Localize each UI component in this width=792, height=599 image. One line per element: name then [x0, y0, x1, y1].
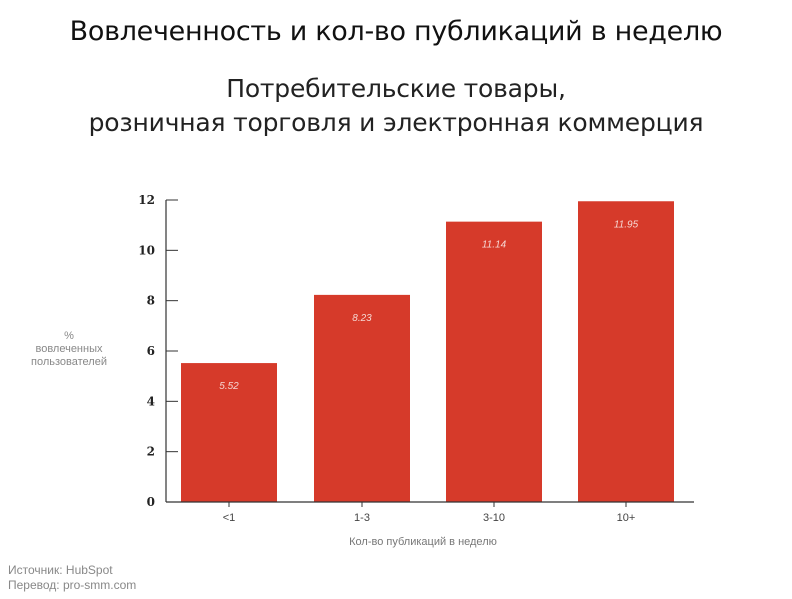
y-tick-label-3: 6 — [147, 344, 155, 358]
chart-title: Вовлеченность и кол-во публикаций в неде… — [69, 16, 723, 47]
x-axis-label: Кол-во публикаций в неделю — [349, 536, 497, 548]
y-tick-label-5: 10 — [138, 243, 155, 257]
y-tick-label-4: 8 — [147, 294, 155, 308]
bar-value-label-3: 11.14 — [482, 240, 507, 251]
source-note: Источник: HubSpot Перевод: pro-smm.com — [8, 563, 136, 593]
bars-layer: 5.52 8.23 11.14 11.95 — [181, 201, 674, 503]
bar-1 — [181, 363, 277, 502]
y-axis-label: % вовлеченных пользователей — [14, 330, 124, 369]
y-axis-label-line-1: % — [64, 330, 74, 342]
y-tick-label-1: 2 — [147, 445, 155, 459]
bar-value-label-2: 8.23 — [352, 313, 372, 324]
y-axis-label-line-3: пользователей — [31, 356, 107, 368]
subtitle-line-2: розничная торговля и электронная коммерц… — [88, 108, 704, 137]
bar-2 — [314, 294, 410, 502]
y-tick-label-0: 0 — [147, 495, 155, 509]
x-category-label-4: 10+ — [617, 512, 636, 524]
translation-line: Перевод: pro-smm.com — [8, 578, 137, 592]
y-axis-label-line-2: вовлеченных — [35, 343, 103, 355]
bar-4 — [578, 201, 674, 502]
chart-subtitle: Потребительские товары, розничная торгов… — [0, 72, 792, 140]
bar-value-label-4: 11.95 — [614, 219, 639, 230]
x-category-label-1: <1 — [223, 512, 236, 524]
y-tick-label-6: 12 — [138, 193, 155, 207]
y-ticks-layer: 0 2 4 6 8 10 12 — [138, 193, 178, 509]
bar-value-label-1: 5.52 — [219, 381, 239, 392]
x-categories-layer: <1 1-3 3-10 10+ — [223, 502, 636, 524]
subtitle-line-1: Потребительские товары, — [226, 74, 566, 103]
bar-3 — [446, 221, 542, 503]
source-line: Источник: HubSpot — [8, 563, 113, 577]
x-category-label-3: 3-10 — [483, 512, 505, 524]
y-tick-label-2: 4 — [147, 394, 155, 408]
x-category-label-2: 1-3 — [354, 512, 370, 524]
